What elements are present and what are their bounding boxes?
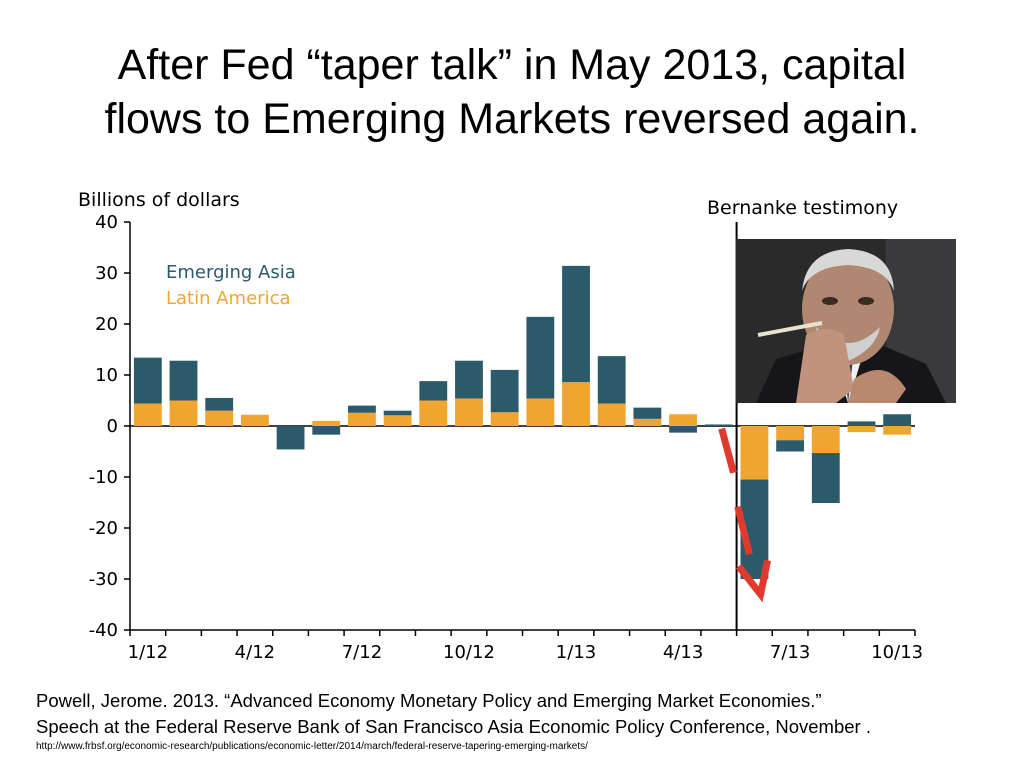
bar-emerging-asia-1-13 — [562, 265, 590, 383]
bar-latin-america-7-12 — [348, 412, 376, 426]
bar-emerging-asia-8-12 — [383, 410, 412, 416]
citation-line-2: Speech at the Federal Reserve Bank of Sa… — [36, 716, 871, 737]
bar-latin-america-6-12 — [312, 420, 341, 426]
x-tick-label: 4/12 — [235, 642, 275, 663]
bar-latin-america-11-12 — [490, 412, 519, 426]
bar-latin-america-2-13 — [597, 403, 626, 426]
bar-latin-america-10-12 — [455, 398, 483, 426]
citation-url: http://www.frbsf.org/economic-research/p… — [36, 741, 588, 752]
bar-emerging-asia-10-12 — [455, 360, 483, 399]
y-tick-label: -10 — [89, 467, 118, 488]
bar-emerging-asia-12-12 — [526, 316, 555, 399]
bar-emerging-asia-7-13 — [776, 440, 805, 452]
slide-title: After Fed “taper talk” in May 2013, capi… — [40, 38, 984, 146]
bar-latin-america-6-13 — [740, 426, 769, 480]
bar-latin-america-8-12 — [383, 415, 412, 426]
bar-latin-america-9-12 — [419, 400, 448, 426]
bar-latin-america-2-12 — [169, 400, 198, 426]
red-down-arrow — [718, 427, 772, 603]
y-tick-label: -20 — [89, 518, 118, 539]
arrow-dash-1 — [718, 427, 737, 474]
bar-latin-america-1-12 — [133, 403, 162, 426]
bar-latin-america-8-13 — [811, 426, 840, 454]
bar-latin-america-1-13 — [562, 382, 590, 426]
y-tick-label: -40 — [89, 620, 118, 641]
bar-latin-america-9-13 — [847, 426, 876, 433]
arrow-dash-2 — [734, 505, 753, 556]
y-tick-label: 20 — [95, 314, 118, 335]
bar-emerging-asia-6-12 — [312, 426, 341, 435]
bar-emerging-asia-4-13 — [669, 426, 697, 433]
citation: Powell, Jerome. 2013. “Advanced Economy … — [36, 688, 996, 754]
x-tick-label: 10/12 — [443, 642, 495, 663]
bar-emerging-asia-11-12 — [490, 369, 519, 413]
x-tick-label: 4/13 — [663, 642, 703, 663]
x-tick-label: 1/12 — [128, 642, 168, 663]
bar-emerging-asia-5-13 — [704, 424, 733, 426]
bar-latin-america-7-13 — [776, 426, 805, 441]
bar-emerging-asia-7-12 — [348, 405, 376, 413]
bar-latin-america-3-13 — [633, 418, 662, 426]
bar-emerging-asia-5-12 — [276, 426, 305, 450]
bar-latin-america-3-12 — [205, 410, 234, 426]
x-tick-label: 7/12 — [342, 642, 382, 663]
bars-layer — [133, 265, 912, 579]
y-tick-label: -30 — [89, 569, 118, 590]
bar-latin-america-4-13 — [669, 414, 697, 426]
y-axis-title: Billions of dollars — [78, 189, 240, 211]
bar-emerging-asia-9-13 — [847, 421, 876, 426]
y-tick-label: 40 — [95, 212, 118, 233]
arrow-head — [735, 559, 772, 603]
man-resting-chin-on-hand-photo — [736, 239, 956, 403]
y-tick-label: 0 — [107, 416, 118, 437]
bar-emerging-asia-9-12 — [419, 381, 448, 401]
bar-latin-america-10-13 — [883, 426, 912, 435]
bar-emerging-asia-10-13 — [883, 414, 912, 426]
x-tick-label: 7/13 — [770, 642, 810, 663]
legend-emerging-asia: Emerging Asia — [166, 262, 296, 283]
citation-line-1: Powell, Jerome. 2013. “Advanced Economy … — [36, 690, 822, 711]
legend-latin-america: Latin America — [166, 288, 291, 309]
bar-emerging-asia-2-13 — [597, 356, 626, 404]
title-line-2: flows to Emerging Markets reversed again… — [104, 95, 920, 143]
bernanke-testimony-label: Bernanke testimony — [707, 197, 898, 219]
y-tick-label: 10 — [95, 365, 118, 386]
tick-labels-layer: 40 30 20 10 0 -10 -20 -30 -40 1/12 4/12 7/12 10/12 1/… — [89, 212, 924, 663]
bar-emerging-asia-3-13 — [633, 407, 662, 419]
bar-latin-america-4-12 — [240, 414, 269, 426]
capital-flows-chart: Billions of dollars 40 30 20 10 0 -10 -20 -30 -4… — [78, 189, 924, 663]
title-line-1: After Fed “taper talk” in May 2013, capi… — [117, 41, 907, 89]
bar-emerging-asia-2-12 — [169, 360, 198, 401]
bar-emerging-asia-8-13 — [811, 453, 840, 504]
bar-latin-america-12-12 — [526, 398, 555, 426]
bar-emerging-asia-3-12 — [205, 397, 234, 411]
x-tick-label: 10/13 — [871, 642, 923, 663]
x-tick-label: 1/13 — [556, 642, 596, 663]
y-tick-label: 30 — [95, 263, 118, 284]
bar-emerging-asia-1-12 — [133, 357, 162, 404]
